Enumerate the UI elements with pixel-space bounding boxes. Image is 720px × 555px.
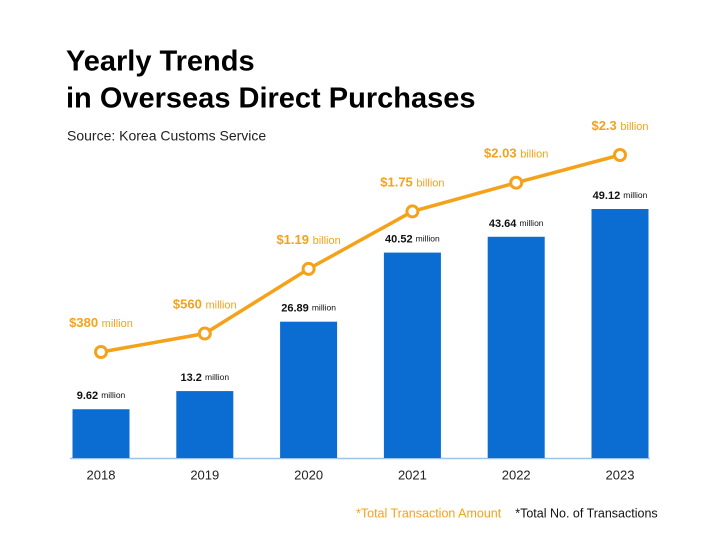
line-point [94,345,108,359]
legend-label: *Total Transaction Amount [356,506,502,520]
x-tick-label: 2019 [190,467,219,482]
line-point [405,204,420,219]
bar [280,321,338,458]
bar-value-label: 40.52 million [385,234,440,246]
line-point [197,326,212,341]
bar-value-label: 9.62 million [77,390,126,402]
chart-title: in Overseas Direct Purchases [66,83,475,115]
bar [72,409,130,458]
bar-value-label: 43.64 million [489,218,544,230]
line-point [613,148,627,162]
x-tick-label: 2023 [606,467,635,482]
bar [383,252,441,458]
x-tick-label: 2020 [294,467,323,482]
legend-label: *Total No. of Transactions [515,506,657,520]
x-tick-label: 2022 [502,467,531,482]
line-value-label: $380 million [69,315,133,330]
chart-subtitle: Source: Korea Customs Service [67,128,266,144]
line-value-label: $560 million [173,297,237,312]
line-value-label: $2.03 billion [484,146,548,161]
line-value-label: $1.19 billion [276,232,340,247]
line [100,153,621,354]
x-tick-label: 2021 [398,467,427,482]
line-point [509,175,524,190]
line-value-label: $1.75 billion [380,175,444,190]
bar-value-label: 13.2 million [181,372,230,384]
line-value-label: $2.3 billion [591,118,648,133]
line-point [301,261,316,276]
chart-title: Yearly Trends [66,46,255,78]
bar [487,236,545,458]
bar-value-label: 49.12 million [593,190,648,202]
bar [176,391,234,458]
bar-value-label: 26.89 million [281,303,336,315]
bar [591,209,649,458]
x-tick-label: 2018 [87,467,116,482]
